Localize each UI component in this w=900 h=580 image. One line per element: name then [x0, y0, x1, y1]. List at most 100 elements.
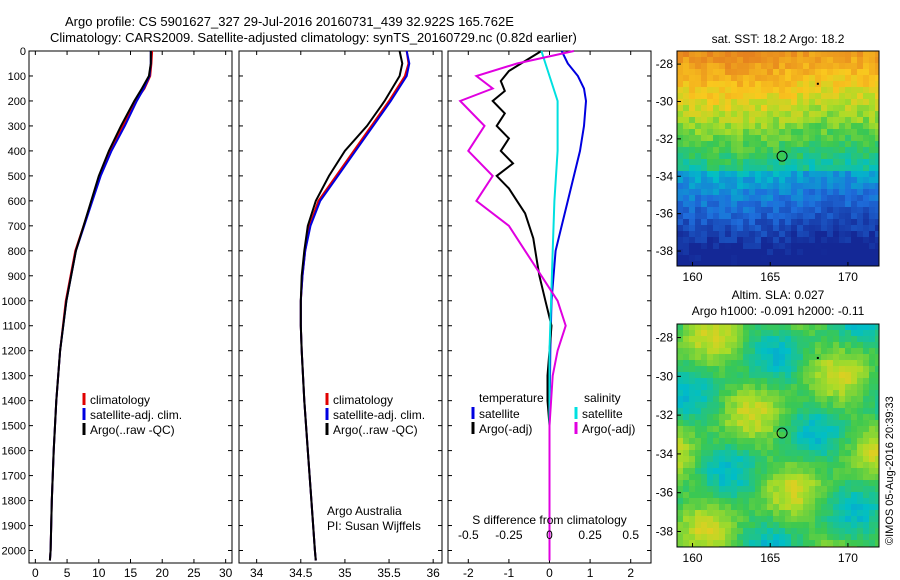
- map-cell: [755, 219, 761, 225]
- map-cell: [689, 540, 695, 546]
- map-cell: [839, 189, 845, 195]
- map-cell: [839, 384, 845, 390]
- map-cell: [869, 147, 875, 153]
- map-cell: [761, 135, 767, 141]
- map-cell: [809, 540, 815, 546]
- map-cell: [863, 354, 869, 360]
- map-cell: [755, 342, 761, 348]
- map-cell: [857, 348, 863, 354]
- map-cell: [701, 123, 707, 129]
- map-cell: [791, 456, 797, 462]
- map-cell: [713, 528, 719, 534]
- map-cell: [803, 510, 809, 516]
- map-cell: [875, 426, 879, 432]
- map-cell: [725, 402, 731, 408]
- map-cell: [689, 159, 695, 165]
- map-cell: [737, 225, 743, 231]
- map-cell: [707, 516, 713, 522]
- map-cell: [869, 51, 875, 57]
- map-cell: [791, 153, 797, 159]
- map-cell: [779, 456, 785, 462]
- map-cell: [707, 534, 713, 540]
- map-cell: [857, 354, 863, 360]
- map-cell: [815, 390, 821, 396]
- map-cell: [803, 249, 809, 255]
- map-cell: [845, 402, 851, 408]
- map-cell: [725, 360, 731, 366]
- map-cell: [875, 492, 879, 498]
- map-cell: [773, 390, 779, 396]
- map-y-tick-label: -32: [656, 408, 674, 422]
- map-cell: [815, 504, 821, 510]
- map-cell: [839, 159, 845, 165]
- map-cell: [737, 99, 743, 105]
- map-cell: [695, 516, 701, 522]
- plot-frame: [238, 50, 443, 564]
- map-cell: [689, 81, 695, 87]
- map-cell: [731, 462, 737, 468]
- map-cell: [863, 444, 869, 450]
- map-cell: [785, 255, 791, 261]
- map-cell: [725, 462, 731, 468]
- map-cell: [827, 324, 833, 330]
- map-cell: [755, 372, 761, 378]
- map-cell: [803, 147, 809, 153]
- map-cell: [851, 378, 857, 384]
- map-cell: [785, 75, 791, 81]
- map-cell: [785, 105, 791, 111]
- map-cell: [809, 69, 815, 75]
- map-cell: [689, 75, 695, 81]
- map-cell: [701, 534, 707, 540]
- map-cell: [695, 366, 701, 372]
- map-cell: [677, 177, 683, 183]
- map-cell: [695, 522, 701, 528]
- map-cell: [821, 213, 827, 219]
- map-cell: [677, 141, 683, 147]
- map-cell: [809, 444, 815, 450]
- series-line-argo: [491, 50, 553, 561]
- map-cell: [689, 177, 695, 183]
- map-cell: [863, 456, 869, 462]
- map-cell: [719, 219, 725, 225]
- map-cell: [815, 384, 821, 390]
- map-cell: [809, 171, 815, 177]
- map-cell: [803, 255, 809, 261]
- map-cell: [779, 129, 785, 135]
- map-cell: [863, 117, 869, 123]
- map-cell: [767, 183, 773, 189]
- s-tick-label: 0.25: [578, 528, 602, 542]
- map-cell: [815, 87, 821, 93]
- map-cell: [767, 378, 773, 384]
- map-cell: [683, 456, 689, 462]
- y-tick-label: 500: [8, 171, 26, 183]
- map-cell: [773, 408, 779, 414]
- map-cell: [827, 177, 833, 183]
- map-cell: [761, 450, 767, 456]
- map-cell: [779, 63, 785, 69]
- map-cell: [701, 444, 707, 450]
- map-cell: [713, 111, 719, 117]
- map-cell: [701, 243, 707, 249]
- map-cell: [809, 462, 815, 468]
- map-cell: [677, 324, 683, 330]
- map-cell: [737, 129, 743, 135]
- map-cell: [713, 153, 719, 159]
- map-cell: [809, 384, 815, 390]
- map-cell: [875, 498, 879, 504]
- map-cell: [707, 438, 713, 444]
- map-cell: [713, 213, 719, 219]
- map-cell: [683, 516, 689, 522]
- map-cell: [785, 51, 791, 57]
- map-cell: [713, 237, 719, 243]
- map-cell: [695, 360, 701, 366]
- map-cell: [839, 528, 845, 534]
- map-cell: [719, 147, 725, 153]
- map-cell: [785, 69, 791, 75]
- map-cell: [851, 243, 857, 249]
- map-cell: [695, 486, 701, 492]
- map-cell: [743, 324, 749, 330]
- y-tick-label: 1700: [2, 471, 26, 483]
- map-cell: [731, 213, 737, 219]
- map-cell: [731, 207, 737, 213]
- map-cell: [713, 189, 719, 195]
